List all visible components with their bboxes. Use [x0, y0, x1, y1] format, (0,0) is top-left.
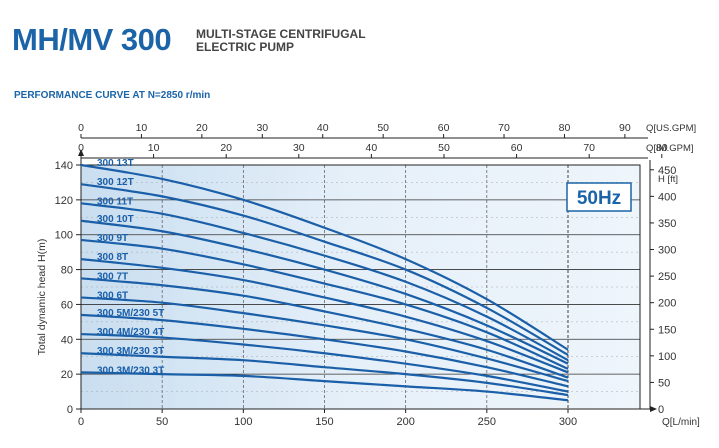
y-tick-label: 60: [61, 299, 73, 311]
performance-curve: [80, 163, 569, 351]
performance-curve: [80, 219, 569, 365]
page-subtitle: MULTI-STAGE CENTRIFUGAL ELECTRIC PUMP: [196, 28, 366, 54]
y-tick-label: 40: [61, 334, 73, 346]
frequency-badge: [566, 182, 632, 212]
performance-curve: [80, 352, 569, 397]
ft-tick-label: 400: [658, 191, 676, 203]
us-gpm-tick-label: 90: [619, 122, 631, 134]
x-tick-label: 100: [234, 416, 252, 428]
curve-label: 300 11T: [97, 196, 133, 207]
curve-label: 300 3M/230 3T: [97, 365, 164, 376]
x-axis-title: Q[L/min]: [662, 417, 700, 428]
y-axis-title: Total dynamic head H(m): [36, 239, 48, 356]
x-tick-label: 250: [478, 416, 496, 428]
ft-tick-label: 250: [658, 271, 676, 283]
im-gpm-tick-label: 40: [366, 142, 378, 154]
x-tick-label: 150: [315, 416, 333, 428]
im-gpm-tick-label: 80: [656, 142, 668, 154]
curve-label: 300 6T: [97, 290, 128, 301]
curve-label: 300 13T: [97, 158, 134, 169]
curve-label: 300 10T: [97, 214, 134, 225]
ft-tick-label: 50: [658, 377, 670, 389]
y-tick-label: 80: [61, 265, 73, 277]
performance-curve: [80, 238, 569, 370]
us-gpm-tick-label: 0: [78, 122, 84, 134]
performance-curve: [80, 313, 569, 388]
ft-tick-label: 450: [658, 165, 676, 177]
x-tick-label: 200: [396, 416, 414, 428]
us-gpm-tick-label: 50: [377, 122, 389, 134]
curve-label: 300 4M/230 4T: [97, 327, 164, 338]
im-gpm-tick-label: 30: [293, 142, 305, 154]
curve-label: 300 7T: [97, 271, 128, 282]
curve-label: 300 9T: [97, 233, 128, 244]
performance-curve: [80, 296, 569, 383]
ft-tick-label: 150: [658, 324, 676, 336]
y-tick-label: 120: [55, 195, 73, 207]
ft-tick-label: 350: [658, 218, 676, 230]
x-tick-label: 0: [78, 416, 84, 428]
ft-axis-title: H [ft]: [658, 174, 678, 185]
x-tick-label: 50: [156, 416, 168, 428]
curve-label: 300 8T: [97, 252, 128, 263]
us-gpm-axis-title: Q[US.GPM]: [646, 123, 696, 134]
ft-tick-label: 100: [658, 351, 676, 363]
performance-curve-label: PERFORMANCE CURVE AT N=2850 r/min: [14, 90, 211, 101]
ft-tick-label: 0: [658, 404, 664, 416]
ft-tick-label: 300: [658, 245, 676, 257]
frequency-badge-label: 50Hz: [577, 188, 621, 209]
subtitle-line-1: MULTI-STAGE CENTRIFUGAL: [196, 27, 366, 41]
im-gpm-tick-label: 60: [511, 142, 523, 154]
performance-curve: [80, 332, 569, 393]
us-gpm-tick-label: 70: [498, 122, 510, 134]
curve-label: 300 5M/230 5T: [97, 308, 164, 319]
performance-curve: [80, 258, 569, 374]
im-gpm-tick-label: 20: [220, 142, 232, 154]
us-gpm-tick-label: 20: [196, 122, 208, 134]
ft-tick-label: 200: [658, 298, 676, 310]
im-gpm-tick-label: 50: [438, 142, 450, 154]
us-gpm-tick-label: 30: [256, 122, 268, 134]
page-title: MH/MV 300: [12, 22, 172, 57]
performance-curve: [80, 371, 569, 402]
curve-label: 300 12T: [97, 177, 134, 188]
us-gpm-tick-label: 60: [438, 122, 450, 134]
curve-label: 300 3M/230 3T: [97, 346, 164, 357]
performance-curve: [80, 277, 569, 379]
performance-curve: [80, 202, 569, 362]
im-gpm-tick-label: 10: [148, 142, 160, 154]
us-gpm-tick-label: 10: [136, 122, 148, 134]
y-tick-label: 0: [67, 404, 73, 416]
im-gpm-tick-label: 70: [583, 142, 595, 154]
y-tick-label: 140: [55, 160, 73, 172]
y-tick-label: 100: [55, 230, 73, 242]
subtitle-line-2: ELECTRIC PUMP: [196, 40, 295, 54]
performance-curve: [80, 183, 569, 356]
im-gpm-axis-title: Q[IM.GPM]: [646, 143, 694, 154]
us-gpm-tick-label: 80: [559, 122, 571, 134]
us-gpm-tick-label: 40: [317, 122, 329, 134]
im-gpm-tick-label: 0: [78, 142, 84, 154]
x-tick-label: 300: [559, 416, 577, 428]
y-tick-label: 20: [61, 369, 73, 381]
y-axis-arrow: [78, 149, 84, 156]
